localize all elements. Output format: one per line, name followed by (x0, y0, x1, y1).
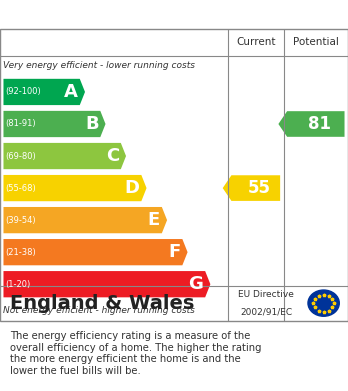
Polygon shape (3, 175, 147, 201)
Text: Current: Current (236, 38, 276, 47)
Text: (92-100): (92-100) (5, 88, 41, 97)
Polygon shape (3, 207, 167, 233)
Text: (81-91): (81-91) (5, 120, 36, 129)
Text: B: B (85, 115, 98, 133)
Text: (1-20): (1-20) (5, 280, 31, 289)
Polygon shape (278, 111, 345, 137)
Polygon shape (3, 111, 105, 137)
Polygon shape (223, 175, 280, 201)
Text: (55-68): (55-68) (5, 184, 36, 193)
Circle shape (308, 290, 339, 316)
Text: Potential: Potential (293, 38, 339, 47)
Polygon shape (3, 79, 85, 105)
Text: 55: 55 (248, 179, 271, 197)
Text: Not energy efficient - higher running costs: Not energy efficient - higher running co… (3, 306, 195, 315)
Text: 2002/91/EC: 2002/91/EC (240, 307, 292, 316)
Text: (39-54): (39-54) (5, 215, 36, 224)
Text: The energy efficiency rating is a measure of the
overall efficiency of a home. T: The energy efficiency rating is a measur… (10, 331, 262, 376)
Polygon shape (3, 239, 188, 265)
Text: EU Directive: EU Directive (238, 290, 294, 299)
Text: G: G (189, 275, 203, 293)
Polygon shape (3, 271, 210, 297)
Text: (69-80): (69-80) (5, 152, 36, 161)
Text: E: E (148, 211, 160, 229)
Text: (21-38): (21-38) (5, 248, 36, 256)
Text: Very energy efficient - lower running costs: Very energy efficient - lower running co… (3, 61, 196, 70)
Text: D: D (125, 179, 140, 197)
Text: England & Wales: England & Wales (10, 294, 195, 313)
Text: F: F (168, 243, 181, 261)
Text: C: C (106, 147, 119, 165)
Text: 81: 81 (308, 115, 331, 133)
Polygon shape (3, 143, 126, 169)
Text: Energy Efficiency Rating: Energy Efficiency Rating (10, 5, 258, 24)
Text: A: A (64, 83, 78, 101)
